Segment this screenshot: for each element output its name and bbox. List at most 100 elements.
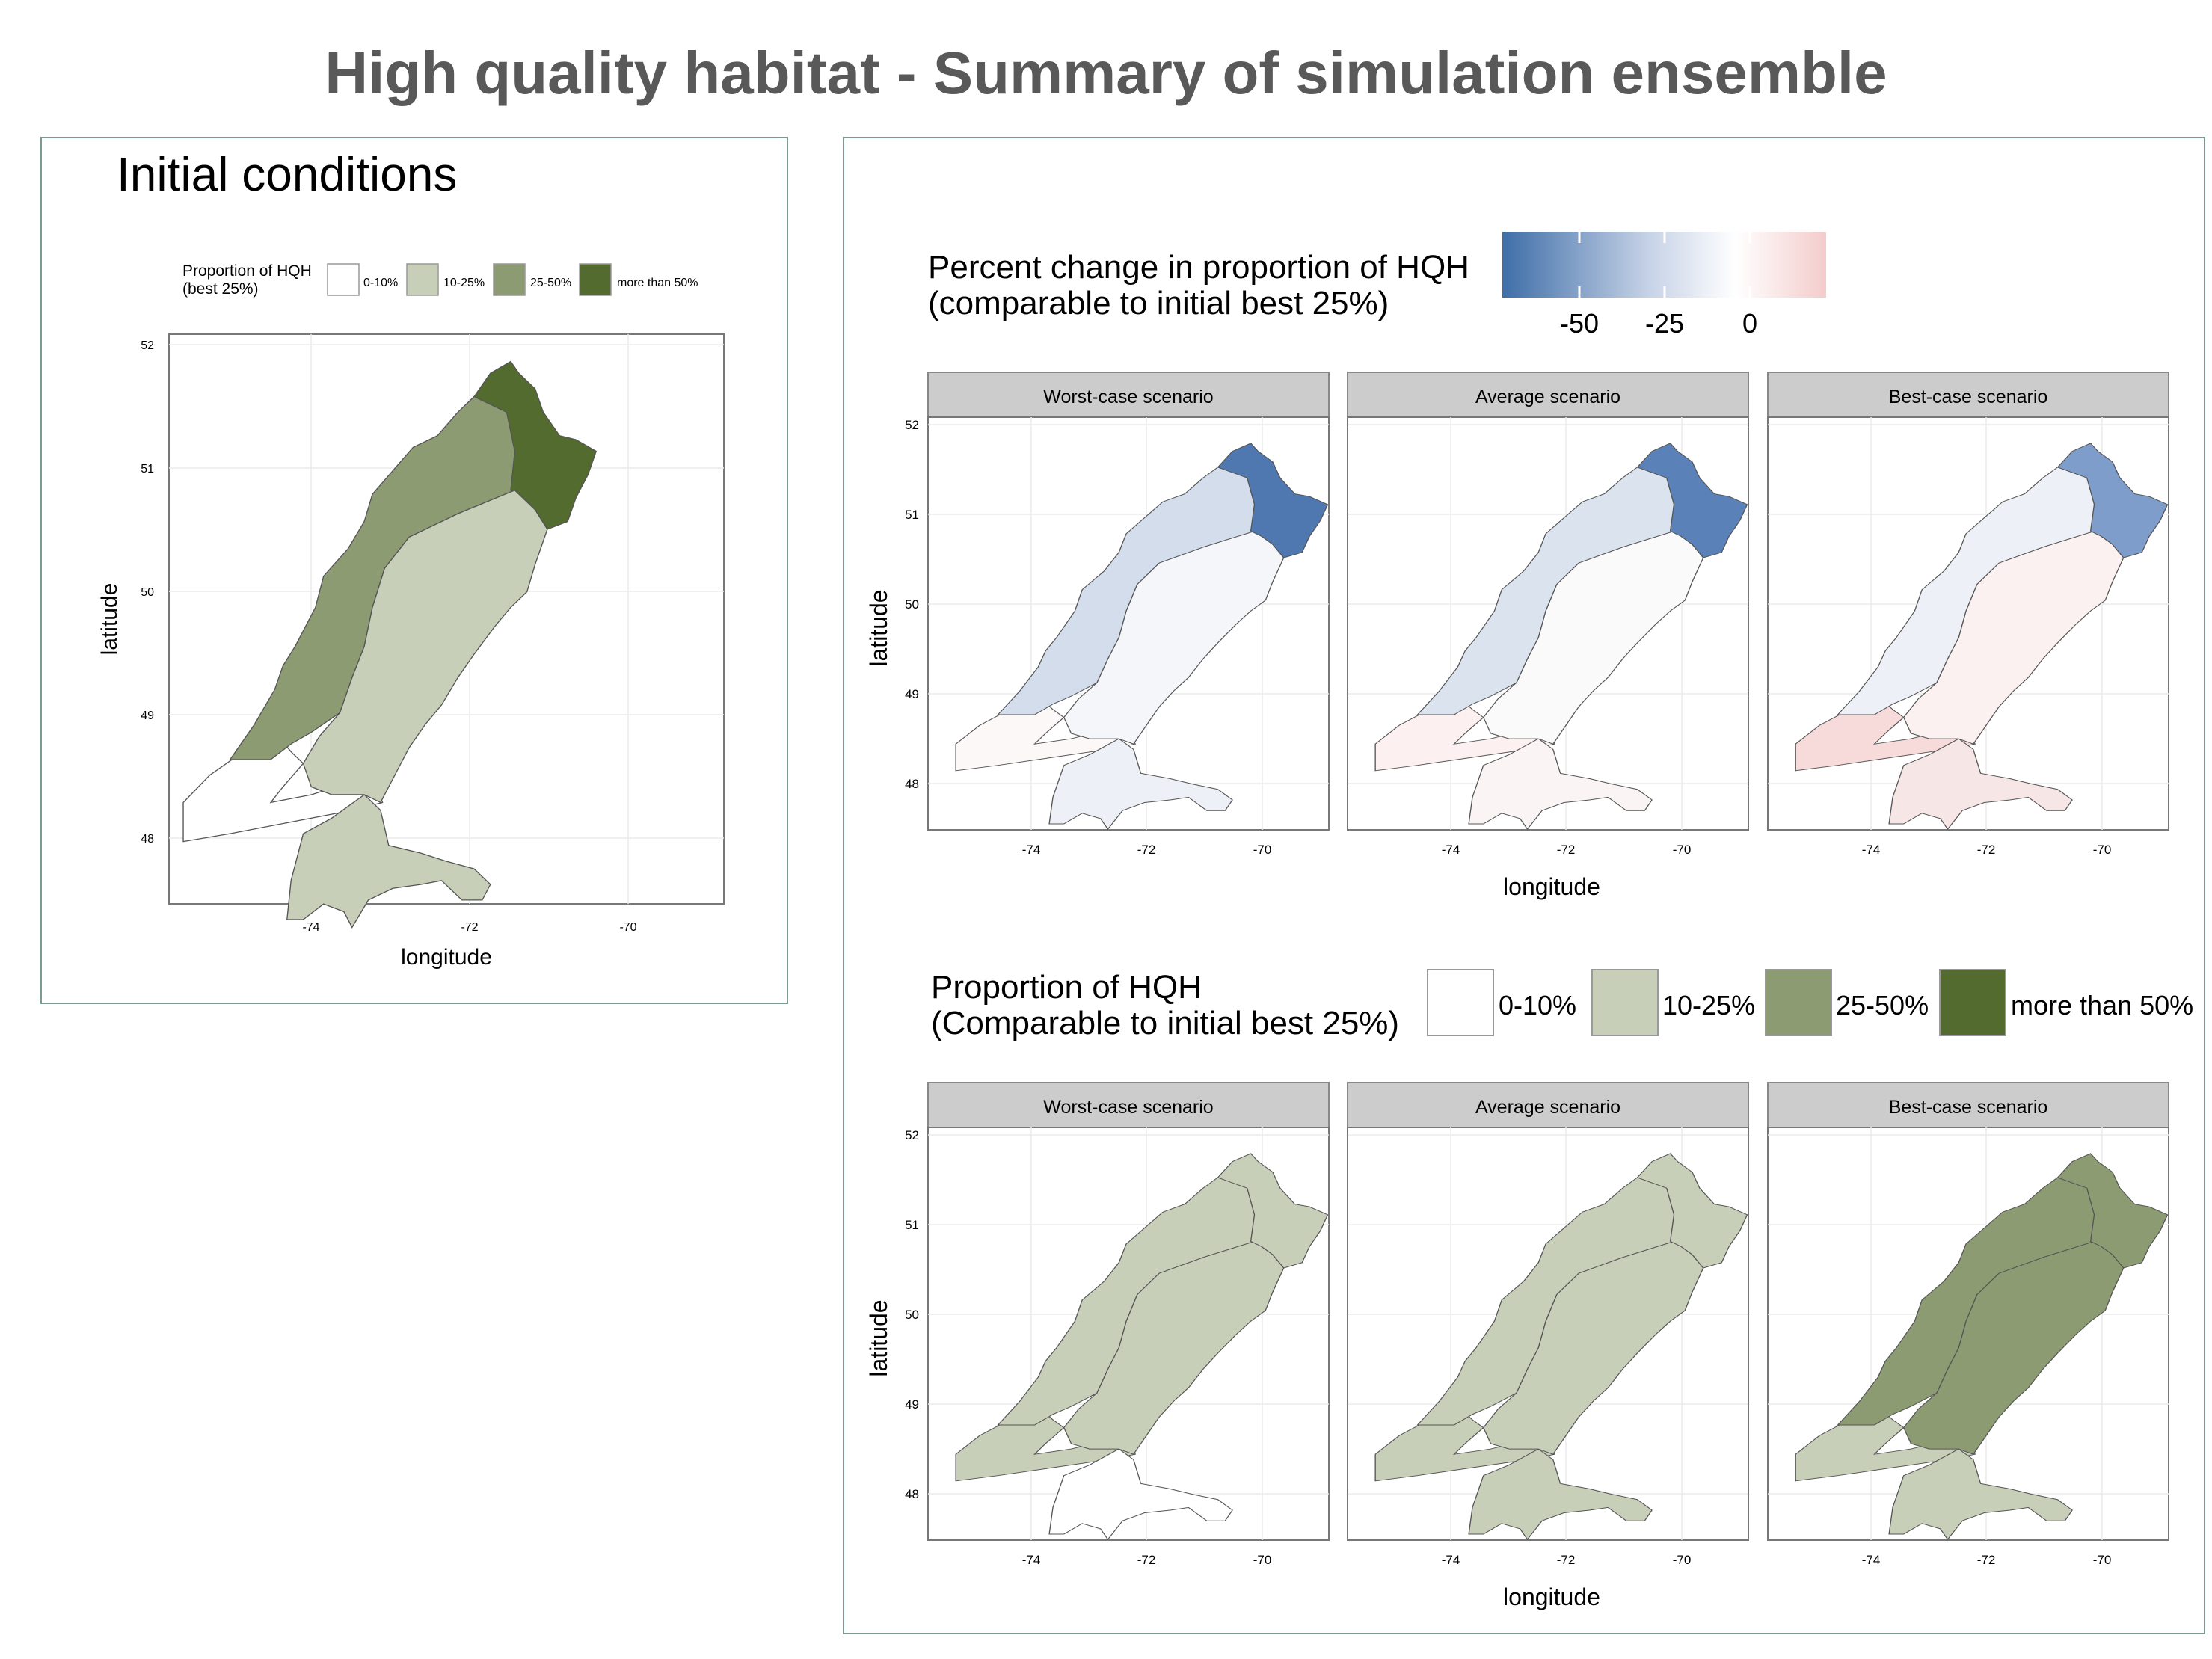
x-tick-label: -74 [1442, 843, 1460, 857]
legend-swatch-0-10 [1427, 969, 1494, 1036]
map-region-south [1468, 738, 1653, 831]
legend-swatch-more-than-50 [1939, 969, 2006, 1036]
scenario-map [1374, 443, 1748, 831]
map-region-south [1468, 1448, 1653, 1541]
map-region-northeast [473, 360, 597, 530]
facet-strip [927, 372, 1330, 418]
legend-label-0-10: 0-10% [363, 277, 398, 289]
colorbar-tick-labels: -50 -25 0 [1560, 308, 1757, 339]
colorbar-ticks [1578, 232, 1751, 298]
svg-text:-74: -74 [302, 921, 319, 934]
scenario-map [1374, 1153, 1748, 1541]
svg-text:-72: -72 [461, 921, 478, 934]
y-tick-label: 50 [905, 597, 919, 612]
x-tick-label: -74 [1022, 843, 1041, 857]
initial-map-plot [168, 333, 725, 929]
y-tick-label: 51 [905, 1218, 919, 1232]
map-region-central [302, 490, 548, 804]
svg-text:50: 50 [141, 586, 154, 599]
facet-strip-label: Average scenario [1475, 1097, 1620, 1118]
scenario-map [955, 1153, 1329, 1541]
y-tick-label: 48 [905, 777, 919, 791]
x-tick-label: -72 [1137, 1553, 1156, 1567]
map-region-south [286, 794, 491, 929]
facet-worst-case: Worst-case scenario -74 -72 -70 [927, 372, 1330, 857]
initial-y-ticks: 52 51 50 49 48 [141, 339, 154, 846]
x-tick-label: -70 [1253, 1553, 1272, 1567]
change-xlabel: longitude [1503, 873, 1600, 900]
svg-text:48: 48 [141, 833, 154, 846]
initial-ylabel: latitude [97, 583, 122, 656]
facet-strip-label: Best-case scenario [1889, 1097, 2048, 1118]
legend-label-0-10: 0-10% [1499, 990, 1576, 1021]
legend-label-25-50: 25-50% [1836, 990, 1929, 1021]
map-region-south [1888, 1448, 2073, 1541]
x-tick-label: -72 [1977, 1553, 1996, 1567]
map-region-northeast [2056, 1153, 2169, 1269]
legend-swatch-25-50 [493, 263, 526, 296]
legend-swatch-0-10 [327, 263, 360, 296]
facet-average: Average scenario -74 -72 -70 [1347, 372, 1749, 857]
x-tick-label: -72 [1557, 1553, 1576, 1567]
legend-swatch-25-50 [1765, 969, 1832, 1036]
svg-text:52: 52 [141, 339, 154, 352]
legend-label-more-than-50: more than 50% [2011, 990, 2193, 1021]
facet-strip [1347, 372, 1749, 418]
facet-strip-label: Average scenario [1475, 387, 1620, 407]
map-region-northeast [1217, 1153, 1329, 1269]
y-tick-label: 52 [905, 418, 919, 432]
initial-x-ticks: -74 -72 -70 [302, 921, 636, 934]
initial-legend-title-line2: (best 25%) [182, 280, 259, 298]
proportion-legend-title-line2: (Comparable to initial best 25%) [931, 1005, 1399, 1041]
x-tick-label: -70 [2093, 843, 2112, 857]
map-region-south [1888, 738, 2073, 831]
x-tick-label: -74 [1862, 843, 1881, 857]
change-legend-title-line1: Percent change in proportion of HQH [928, 249, 1469, 286]
x-tick-label: -70 [1253, 843, 1272, 857]
facet-best-case: Best-case scenario -74 -72 -70 [1767, 372, 2169, 857]
map-region-south [1048, 1448, 1233, 1541]
x-tick-label: -74 [1862, 1553, 1881, 1567]
facet-strip-label: Best-case scenario [1889, 387, 2048, 407]
scenario-map [955, 443, 1329, 831]
map-region-northeast [1217, 443, 1329, 558]
x-tick-label: -70 [1673, 1553, 1692, 1567]
facet-strip [927, 1082, 1330, 1128]
change-ylabel: latitude [865, 589, 892, 666]
proportion-legend-title-line1: Proportion of HQH [931, 969, 1202, 1006]
legend-label-25-50: 25-50% [530, 277, 571, 289]
legend-swatch-10-25 [1591, 969, 1659, 1036]
proportion-legend: 0-10% 10-25% 25-50% more than 50% [1427, 969, 2193, 1036]
initial-conditions-title: Initial conditions [117, 147, 457, 201]
map-region-northeast [2056, 443, 2169, 558]
map-region-northeast [1636, 1153, 1748, 1269]
svg-text:-25: -25 [1645, 308, 1684, 339]
initial-legend: 0-10% 10-25% 25-50% more than 50% [327, 263, 698, 296]
page-title: High quality habitat - Summary of simula… [325, 40, 1887, 106]
map-region-northeast [1636, 443, 1748, 558]
y-tick-label: 51 [905, 508, 919, 522]
facet-worst-case: Worst-case scenario -74 -72 -70 [927, 1082, 1330, 1567]
legend-swatch-more-than-50 [579, 263, 612, 296]
x-tick-label: -74 [1022, 1553, 1041, 1567]
svg-text:51: 51 [141, 463, 154, 475]
x-tick-label: -72 [1557, 843, 1576, 857]
facet-best-case: Best-case scenario -74 -72 -70 [1767, 1082, 2169, 1567]
proportion-ylabel: latitude [865, 1299, 892, 1376]
x-tick-label: -74 [1442, 1553, 1460, 1567]
facet-average: Average scenario -74 -72 -70 [1347, 1082, 1749, 1567]
scenario-map [1795, 1153, 2169, 1541]
x-tick-label: -72 [1137, 843, 1156, 857]
proportion-xlabel: longitude [1503, 1583, 1600, 1610]
scenario-map [1795, 443, 2169, 831]
facet-strip-label: Worst-case scenario [1043, 387, 1213, 407]
initial-legend-title-line1: Proportion of HQH [182, 262, 312, 280]
change-legend-title-line2: (comparable to initial best 25%) [928, 285, 1389, 321]
initial-conditions-panel: Initial conditions Proportion of HQH (be… [40, 137, 788, 1004]
scenarios-panel: Percent change in proportion of HQH (com… [843, 137, 2205, 1634]
y-tick-label: 49 [905, 687, 919, 701]
x-tick-label: -70 [1673, 843, 1692, 857]
y-tick-label: 48 [905, 1487, 919, 1501]
